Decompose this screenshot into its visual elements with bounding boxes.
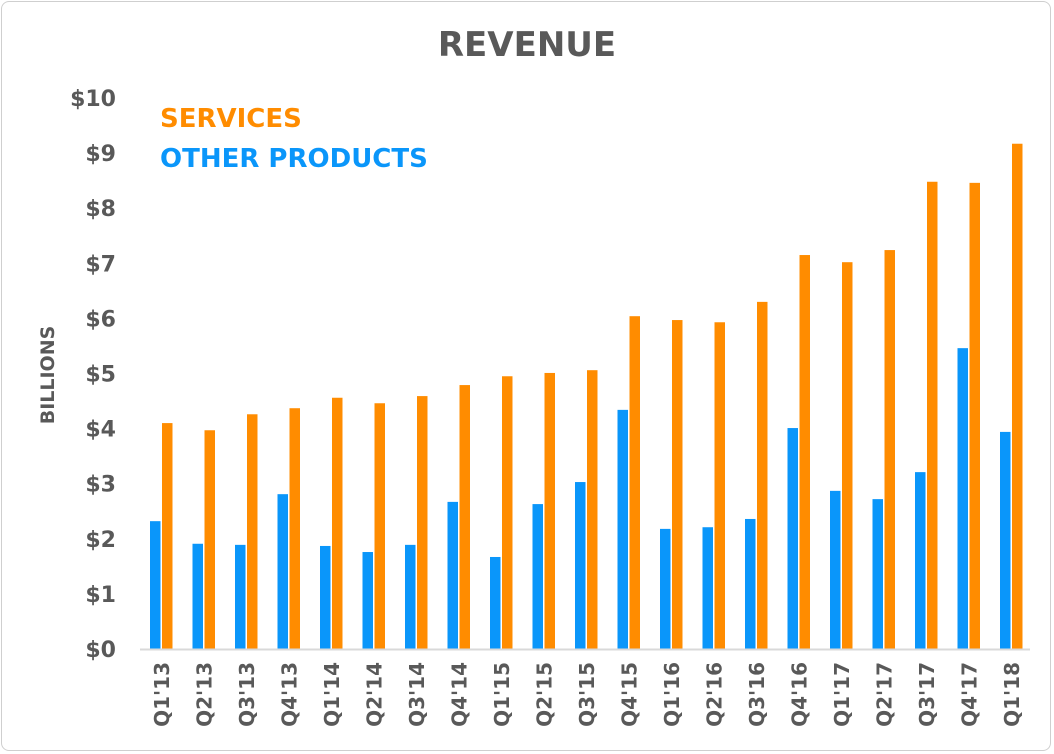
bar-services-Q114 bbox=[332, 397, 343, 649]
bar-other-products-Q118 bbox=[1000, 431, 1011, 649]
bar-services-Q415 bbox=[629, 316, 640, 649]
legend-other-products: OTHER PRODUCTS bbox=[160, 144, 428, 174]
bar-services-Q413 bbox=[289, 408, 300, 649]
bar-other-products-Q315 bbox=[575, 482, 586, 649]
x-tick-label: Q1'17 bbox=[830, 662, 854, 727]
bar-other-products-Q117 bbox=[830, 490, 841, 649]
y-tick-label: $1 bbox=[85, 583, 116, 608]
y-tick-label: $2 bbox=[85, 528, 116, 553]
bar-services-Q213 bbox=[204, 430, 215, 649]
x-tick-label: Q4'14 bbox=[448, 662, 472, 727]
bar-other-products-Q215 bbox=[532, 504, 543, 649]
bar-other-products-Q416 bbox=[787, 428, 798, 649]
x-tick-label: Q3'14 bbox=[405, 662, 429, 727]
bar-services-Q217 bbox=[884, 250, 895, 650]
bar-services-Q115 bbox=[502, 376, 513, 649]
bar-services-Q214 bbox=[374, 403, 385, 649]
bar-services-Q317 bbox=[927, 181, 938, 649]
y-tick-label: $8 bbox=[85, 197, 116, 222]
bar-services-Q417 bbox=[969, 182, 980, 649]
y-tick-label: $5 bbox=[85, 363, 116, 388]
x-tick-label: Q3'17 bbox=[915, 662, 939, 727]
x-tick-label: Q4'13 bbox=[278, 662, 302, 727]
bar-services-Q215 bbox=[544, 372, 555, 649]
y-tick-label: $7 bbox=[85, 252, 116, 277]
x-tick-label: Q1'14 bbox=[320, 662, 344, 727]
bar-services-Q316 bbox=[757, 301, 768, 649]
x-tick-label: Q4'17 bbox=[958, 662, 982, 727]
bar-other-products-Q214 bbox=[362, 552, 373, 649]
bar-services-Q118 bbox=[1012, 143, 1023, 649]
bar-services-Q113 bbox=[162, 423, 173, 649]
bar-other-products-Q415 bbox=[617, 409, 628, 649]
bar-other-products-Q317 bbox=[915, 472, 926, 649]
x-tick-label: Q1'16 bbox=[660, 662, 684, 727]
x-tick-label: Q3'13 bbox=[235, 662, 259, 727]
bar-services-Q315 bbox=[587, 370, 598, 649]
bar-other-products-Q413 bbox=[277, 494, 288, 649]
x-tick-label: Q2'15 bbox=[533, 662, 557, 727]
bar-other-products-Q115 bbox=[490, 556, 501, 649]
x-tick-label: Q2'14 bbox=[363, 662, 387, 727]
x-tick-label: Q3'15 bbox=[575, 662, 599, 727]
x-tick-label: Q2'16 bbox=[703, 662, 727, 727]
bar-other-products-Q113 bbox=[150, 521, 161, 649]
bar-other-products-Q313 bbox=[235, 544, 246, 649]
bar-services-Q314 bbox=[417, 396, 428, 649]
x-tick-label: Q4'16 bbox=[788, 662, 812, 727]
bar-other-products-Q316 bbox=[745, 518, 756, 649]
bar-other-products-Q217 bbox=[872, 499, 883, 649]
x-tick-label: Q1'13 bbox=[150, 662, 174, 727]
x-tick-label: Q1'15 bbox=[490, 662, 514, 727]
x-tick-label: Q4'15 bbox=[618, 662, 642, 727]
y-tick-label: $6 bbox=[85, 307, 116, 332]
bar-services-Q117 bbox=[842, 262, 853, 649]
legend-services: SERVICES bbox=[160, 104, 302, 134]
bar-other-products-Q116 bbox=[660, 528, 671, 649]
bar-other-products-Q216 bbox=[702, 527, 713, 649]
bar-services-Q414 bbox=[459, 385, 470, 649]
y-tick-label: $3 bbox=[85, 473, 116, 498]
bar-services-Q416 bbox=[799, 255, 810, 649]
bar-services-Q216 bbox=[714, 322, 725, 649]
y-tick-label: $4 bbox=[85, 418, 116, 443]
bar-services-Q313 bbox=[247, 414, 258, 649]
y-axis-label: BILLIONS bbox=[37, 326, 59, 425]
bar-other-products-Q414 bbox=[447, 501, 458, 649]
x-tick-label: Q1'18 bbox=[1000, 662, 1024, 727]
bar-other-products-Q417 bbox=[957, 348, 968, 649]
bar-other-products-Q114 bbox=[320, 545, 331, 649]
chart-title: REVENUE bbox=[438, 25, 616, 65]
y-tick-label: $9 bbox=[85, 142, 116, 167]
y-tick-label: $0 bbox=[85, 638, 116, 663]
bar-other-products-Q213 bbox=[192, 543, 203, 649]
y-tick-label: $10 bbox=[70, 87, 116, 112]
x-tick-label: Q3'16 bbox=[745, 662, 769, 727]
bar-services-Q116 bbox=[672, 320, 683, 649]
bar-other-products-Q314 bbox=[405, 544, 416, 649]
x-tick-label: Q2'17 bbox=[873, 662, 897, 727]
x-tick-label: Q2'13 bbox=[193, 662, 217, 727]
